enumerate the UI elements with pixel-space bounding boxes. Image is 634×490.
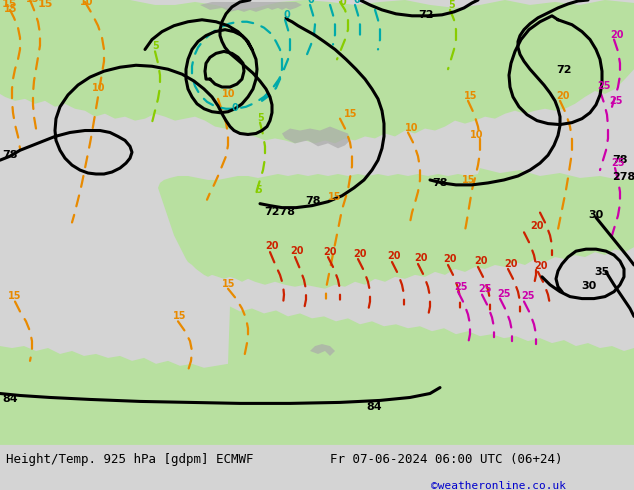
Polygon shape: [282, 126, 350, 148]
Text: 5: 5: [257, 113, 264, 122]
Text: 20: 20: [290, 246, 304, 256]
Text: 15: 15: [328, 192, 342, 202]
Text: 20: 20: [443, 254, 456, 264]
Text: 30: 30: [588, 210, 603, 220]
Text: 0: 0: [353, 0, 359, 5]
Text: 0: 0: [284, 10, 291, 20]
Text: 5: 5: [152, 42, 158, 51]
Text: 0: 0: [339, 0, 346, 7]
Text: Height/Temp. 925 hPa [gdpm] ECMWF: Height/Temp. 925 hPa [gdpm] ECMWF: [6, 453, 254, 466]
Text: 20: 20: [534, 261, 548, 271]
Text: 10: 10: [92, 83, 105, 93]
Text: 15: 15: [8, 291, 22, 300]
Text: 72: 72: [418, 10, 434, 20]
Text: 20: 20: [504, 259, 517, 269]
Text: 35: 35: [594, 267, 609, 277]
Text: Fr 07-06-2024 06:00 UTC (06+24): Fr 07-06-2024 06:00 UTC (06+24): [330, 453, 562, 466]
Text: 7278: 7278: [264, 207, 295, 217]
Text: 72: 72: [556, 65, 571, 75]
Text: 15: 15: [464, 91, 477, 101]
Text: 15: 15: [26, 0, 39, 4]
Text: 84: 84: [366, 402, 382, 413]
Text: 5: 5: [255, 185, 262, 195]
Text: 30: 30: [581, 281, 596, 291]
Text: 78: 78: [2, 150, 18, 160]
Text: 78: 78: [432, 178, 448, 188]
Text: 25: 25: [611, 158, 624, 168]
Text: 20: 20: [556, 91, 569, 101]
Text: 0: 0: [231, 103, 238, 113]
Text: 15: 15: [38, 0, 53, 9]
Text: 20: 20: [387, 251, 401, 261]
Text: 25: 25: [478, 284, 491, 294]
Text: 25: 25: [597, 81, 611, 91]
Text: 15: 15: [462, 175, 476, 185]
Polygon shape: [0, 307, 634, 445]
Text: 5: 5: [448, 0, 455, 10]
Text: 20: 20: [474, 256, 488, 266]
Text: 25: 25: [497, 289, 510, 298]
Polygon shape: [0, 0, 634, 144]
Text: 25: 25: [454, 282, 467, 292]
Polygon shape: [158, 168, 634, 289]
Text: 20: 20: [610, 29, 623, 40]
Polygon shape: [310, 344, 335, 356]
Text: 10: 10: [80, 0, 93, 7]
Text: 15: 15: [344, 109, 358, 119]
Text: 20: 20: [530, 221, 543, 231]
Text: 78: 78: [305, 196, 321, 206]
Text: 0: 0: [307, 0, 314, 5]
Text: 20: 20: [323, 247, 337, 257]
Text: 15: 15: [222, 279, 235, 289]
Text: 15: 15: [4, 4, 18, 14]
Text: 10: 10: [470, 130, 484, 141]
Text: 10: 10: [405, 122, 418, 132]
Text: 15: 15: [173, 311, 186, 321]
Text: 278: 278: [612, 172, 634, 182]
Text: 10: 10: [222, 89, 235, 99]
Text: 20: 20: [353, 249, 366, 259]
Text: ©weatheronline.co.uk: ©weatheronline.co.uk: [431, 481, 566, 490]
Text: 15: 15: [2, 0, 17, 9]
Text: 78: 78: [612, 155, 628, 165]
Polygon shape: [200, 2, 302, 12]
Text: 25: 25: [609, 96, 623, 106]
Text: 84: 84: [2, 394, 18, 404]
Text: 20: 20: [414, 253, 427, 263]
Text: 20: 20: [265, 241, 278, 251]
Text: 25: 25: [521, 291, 534, 300]
